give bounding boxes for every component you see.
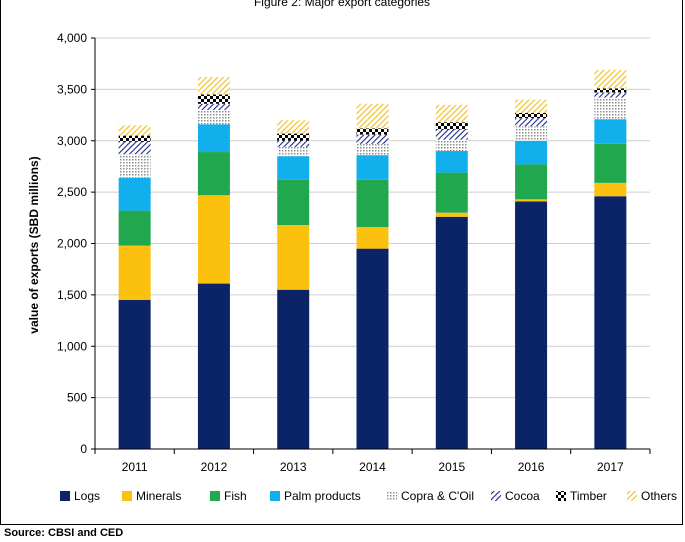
bar-segment-copra-c-oil: [197, 109, 230, 125]
x-tick-label: 2011: [122, 460, 148, 474]
source-note: Source: CBSI and CED: [4, 527, 124, 539]
y-tick-label: 2,000: [57, 237, 87, 251]
bar-segment-palm-products: [435, 151, 468, 173]
y-tick-label: 500: [67, 391, 87, 405]
legend-swatch: [627, 491, 637, 501]
legend-label: Others: [641, 489, 677, 503]
bar-segment-others: [435, 104, 468, 123]
bar-segment-others: [515, 99, 548, 114]
bar-segment-others: [356, 103, 389, 129]
y-tick-label: 4,000: [57, 31, 87, 45]
bar-segment-fish: [277, 179, 310, 226]
bar-segment-copra-c-oil: [435, 139, 468, 152]
bar-segment-palm-products: [277, 156, 310, 180]
bar-segment-cocoa: [356, 134, 389, 144]
bar-segment-palm-products: [197, 124, 230, 153]
legend-label: Cocoa: [505, 489, 540, 503]
bar-segment-minerals: [356, 227, 389, 249]
y-tick-label: 0: [80, 442, 87, 456]
bar-segment-timber: [277, 133, 310, 141]
x-tick-label: 2013: [280, 460, 307, 474]
bar-segment-timber: [118, 135, 151, 142]
bar-segment-others: [594, 69, 627, 89]
legend: Logs Minerals Fish Palm products Copra & C'O…: [60, 489, 677, 503]
bar-segment-fish: [118, 210, 151, 246]
bar-segment-timber: [594, 88, 627, 93]
bar-segment-cocoa: [277, 140, 310, 147]
bar-segment-copra-c-oil: [277, 146, 310, 157]
bar-segment-copra-c-oil: [515, 126, 548, 141]
bar-segment-minerals: [277, 225, 310, 290]
bar-segment-minerals: [435, 212, 468, 217]
y-tick-label: 2,500: [57, 185, 87, 199]
bar-segment-copra-c-oil: [356, 143, 389, 156]
x-tick-label: 2017: [597, 460, 624, 474]
bar-segment-copra-c-oil: [594, 97, 627, 120]
legend-swatch: [210, 491, 220, 501]
bar-segment-timber: [197, 94, 230, 104]
y-tick-label: 1,500: [57, 288, 87, 302]
bar-segment-cocoa: [515, 118, 548, 127]
legend-swatch: [270, 491, 280, 501]
y-tick-label: 3,500: [57, 82, 87, 96]
bar-segment-minerals: [515, 199, 548, 202]
x-tick-label: 2014: [359, 460, 386, 474]
bar-segment-logs: [118, 300, 151, 449]
bar-segment-cocoa: [197, 103, 230, 110]
bar-segment-minerals: [118, 245, 151, 301]
bar-segment-timber: [356, 128, 389, 135]
bar-segment-others: [197, 77, 230, 95]
legend-swatch: [556, 491, 566, 501]
bar-segment-fish: [197, 152, 230, 196]
bar-segment-minerals: [594, 182, 627, 197]
bar-segment-logs: [197, 283, 230, 449]
bar-segment-palm-products: [356, 155, 389, 180]
legend-label: Palm products: [284, 489, 361, 503]
y-tick-label: 1,000: [57, 339, 87, 353]
bar-segment-others: [118, 125, 151, 136]
legend-swatch: [60, 491, 70, 501]
bar-segment-palm-products: [118, 177, 151, 211]
legend-swatch: [387, 491, 397, 501]
x-tick-label: 2012: [201, 460, 228, 474]
bar-segment-logs: [515, 201, 548, 449]
stacked-bar-chart: Figure 2: Major export categories 0 500 1,…: [27, 0, 677, 503]
chart-frame: [0, 0, 683, 525]
bar-segment-fish: [435, 172, 468, 213]
bar-segment-logs: [356, 248, 389, 449]
bar-segment-copra-c-oil: [118, 154, 151, 178]
bar-segment-logs: [435, 216, 468, 449]
x-tick-label: 2016: [518, 460, 545, 474]
bar-segment-timber: [515, 113, 548, 119]
bar-segment-others: [277, 120, 310, 134]
legend-label: Copra & C'Oil: [401, 489, 474, 503]
y-axis-label: value of exports (SBD millions): [27, 156, 41, 333]
bar-segment-timber: [435, 122, 468, 130]
bar-segment-minerals: [197, 195, 230, 284]
bar-segment-fish: [515, 164, 548, 200]
bar-segment-cocoa: [435, 129, 468, 140]
bar-segment-cocoa: [594, 92, 627, 98]
legend-label: Minerals: [136, 489, 181, 503]
bars: [118, 69, 627, 449]
bar-segment-logs: [277, 289, 310, 449]
legend-swatch: [122, 491, 132, 501]
y-axis-ticks: 0 500 1,000 1,500 2,000 2,500 3,000 3,500 4,000: [57, 31, 95, 456]
bar-segment-palm-products: [515, 140, 548, 165]
bar-segment-logs: [594, 196, 627, 449]
legend-label: Logs: [74, 489, 100, 503]
x-axis-ticks: 2011 2012 2013 2014 2015 2016 2017: [94, 449, 651, 474]
bar-segment-fish: [356, 179, 389, 228]
bar-segment-fish: [594, 143, 627, 183]
chart-title-partial: Figure 2: Major export categories: [254, 0, 430, 9]
bar-segment-cocoa: [118, 141, 151, 155]
legend-label: Timber: [570, 489, 607, 503]
legend-swatch: [491, 491, 501, 501]
y-tick-label: 3,000: [57, 134, 87, 148]
x-tick-label: 2015: [438, 460, 465, 474]
bar-segment-palm-products: [594, 119, 627, 144]
legend-label: Fish: [224, 489, 247, 503]
